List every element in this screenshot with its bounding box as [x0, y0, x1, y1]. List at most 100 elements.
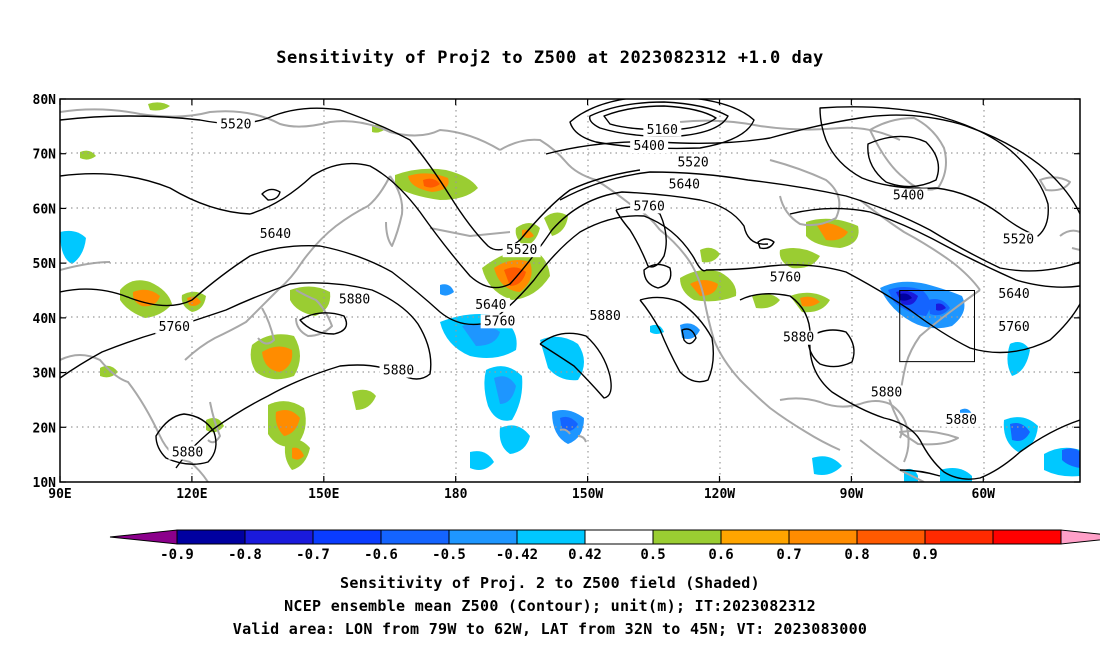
contour-label: 5880: [871, 385, 902, 400]
contour-label-bg: [480, 314, 519, 329]
contour-label: 5520: [220, 117, 251, 132]
colorbar-label: -0.5: [432, 547, 466, 563]
contour-label: 5760: [770, 271, 801, 286]
contour-label-bg: [168, 445, 207, 460]
lon-label: 150W: [572, 487, 603, 502]
lon-label: 90E: [48, 487, 71, 502]
colorbar-label: 0.7: [776, 547, 801, 563]
contour-label: 5640: [669, 178, 700, 193]
colorbar-box: [312, 529, 382, 545]
colorbar-box: [924, 529, 994, 545]
contour-label: 5760: [159, 320, 190, 335]
contour-5880-south: [155, 413, 217, 465]
colorbar-box: [720, 529, 790, 545]
contour-5760-ring: [299, 312, 348, 335]
contour-label-bg: [995, 286, 1034, 301]
colorbar-box: [584, 529, 654, 545]
lat-label: 10N: [33, 476, 57, 491]
coast-na-west: [659, 229, 841, 451]
contour-label-bg: [471, 297, 510, 312]
contour-small-ring-3: [643, 263, 672, 289]
contour-5880-mid: [539, 332, 612, 399]
colorbar-min-triangle: [109, 529, 178, 545]
lon-label: 150E: [308, 487, 339, 502]
lat-label: 80N: [33, 93, 57, 108]
contour-5640-east: [789, 207, 1080, 288]
contour-5520-ring: [867, 135, 940, 188]
negative-sensitivity-shading: [60, 230, 1080, 482]
coast-aleutians: [429, 227, 511, 237]
coast-canada-arctic: [679, 119, 901, 141]
contour-label: 5400: [893, 188, 924, 203]
map-area: 5520564058805760588058805160540055205640…: [60, 99, 1080, 482]
colorbar-label: 0.9: [912, 547, 937, 563]
caption-valid-area: Valid area: LON from 79W to 62W, LAT fro…: [232, 620, 868, 638]
colorbar-label: -0.42: [496, 547, 538, 563]
lon-label: 120E: [176, 487, 207, 502]
coast-china: [184, 175, 391, 361]
contour-5760-east: [705, 264, 1080, 354]
coast-kamchatka: [385, 175, 404, 247]
contour-label: 5400: [633, 139, 664, 154]
shade-east-asia-core: [132, 289, 160, 307]
colorbar-box: [788, 529, 858, 545]
colorbar-box: [448, 529, 518, 545]
contour-small-ring-2: [757, 238, 775, 250]
colorbar-max-triangle: [1060, 529, 1100, 545]
contour-labels: 5520564058805760588058805160540055205640…: [155, 117, 1038, 461]
contour-label-bg: [586, 308, 625, 323]
contour-label: 5520: [1003, 232, 1034, 247]
contour-label: 5520: [506, 243, 537, 258]
colorbar-label: -0.9: [160, 547, 194, 563]
contour-label-bg: [674, 155, 713, 170]
contour-label: 5520: [677, 156, 708, 171]
coast-arctic-eurasia: [60, 108, 501, 151]
positive-sensitivity-shading: [80, 102, 859, 470]
colorbar-box: [380, 529, 450, 545]
contour-small-ring-1: [261, 188, 281, 201]
contour-label-bg: [216, 117, 255, 132]
lon-label: 90W: [840, 487, 864, 502]
contour-label-bg: [256, 226, 295, 241]
colorbar-label: 0.6: [708, 547, 733, 563]
contour-small-ring-4: [681, 328, 697, 345]
contour-label: 5880: [339, 292, 370, 307]
lat-label: 20N: [33, 421, 57, 436]
coast-iceland: [1039, 176, 1071, 192]
contour-label-bg: [766, 270, 805, 285]
coast-hudson: [769, 159, 841, 227]
colorbar-label: 0.5: [640, 547, 665, 563]
contour-label-bg: [630, 139, 669, 154]
coast-philippines: [207, 401, 221, 444]
coast-na-east: [899, 289, 981, 399]
colorbar-box: [992, 529, 1062, 545]
contour-5880-sw: [899, 469, 941, 477]
coast-greenland: [869, 117, 947, 191]
contour-label-bg: [995, 319, 1034, 334]
contour-5880-na: [739, 293, 1080, 480]
lat-label: 40N: [33, 312, 57, 327]
coast-hawaii: [559, 428, 587, 443]
colorbar-label: 0.8: [844, 547, 869, 563]
coast-cuba: [899, 429, 959, 446]
z500-contours: [60, 99, 1080, 480]
lat-label: 50N: [33, 257, 57, 272]
contour-label: 5760: [633, 199, 664, 214]
contour-label: 5880: [946, 413, 977, 428]
contour-label-bg: [665, 177, 704, 192]
colorbar-label: -0.7: [296, 547, 330, 563]
contour-label-bg: [502, 243, 541, 258]
contour-label: 5640: [260, 227, 291, 242]
lon-label: 180: [444, 487, 468, 502]
colorbar-box: [176, 529, 246, 545]
contour-5640-west: [60, 162, 769, 289]
coast-uk: [1059, 229, 1080, 251]
colorbar-box: [516, 529, 586, 545]
caption-contour: NCEP ensemble mean Z500 (Contour); unit(…: [284, 597, 816, 615]
contour-5880-east: [639, 296, 715, 383]
coast-korea: [257, 307, 275, 345]
contour-label: 5880: [783, 331, 814, 346]
coast-japan: [295, 289, 333, 337]
contour-label-bg: [779, 330, 818, 345]
